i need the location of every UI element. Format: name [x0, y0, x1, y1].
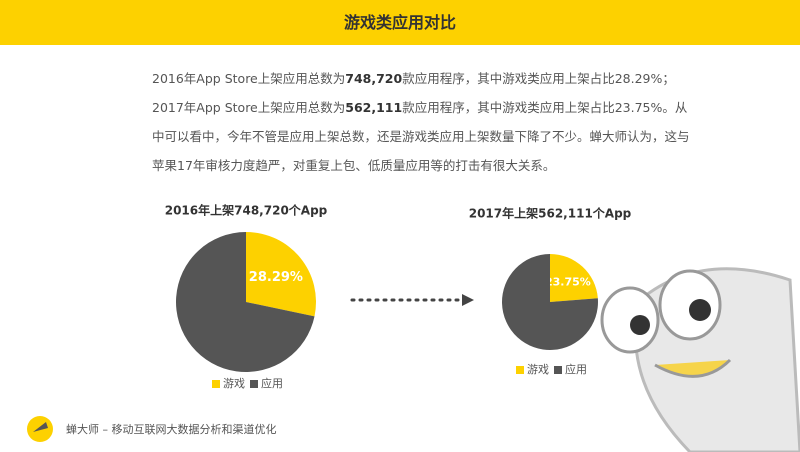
footer-logo [27, 416, 53, 442]
legend-swatch [250, 380, 258, 388]
legend-label: 应用 [261, 376, 283, 390]
pie-slice [175, 232, 315, 372]
value-label: 23.75% [545, 276, 591, 289]
mascot [600, 267, 800, 452]
legend-label: 游戏 [223, 377, 245, 390]
arrow [350, 294, 474, 306]
pie-slice [246, 232, 316, 317]
footer-text: 蝉大师 – 移动互联网大数据分析和渠道优化 [66, 423, 277, 436]
chart-title: 2016年上架748,720个App [165, 203, 328, 218]
legend-swatch [212, 380, 220, 388]
legend-label: 游戏 [527, 363, 549, 376]
chart-title: 2017年上架562,111个App [469, 206, 632, 221]
header-title: 游戏类应用对比 [0, 0, 800, 45]
pie-slice [550, 254, 598, 302]
legend-label: 应用 [565, 362, 587, 376]
paragraph-run: 款应用程序，其中游戏类应用上架占比23.75%。从中可以看中，今年不管是应用上架… [152, 100, 690, 173]
value-label: 28.29% [249, 270, 303, 285]
paragraph-run: 562,111 [345, 100, 403, 115]
paragraph-run: 748,720 [345, 71, 403, 86]
pie-slice [502, 254, 598, 351]
paragraph-run: 2016年App Store上架应用总数为 [152, 71, 346, 86]
paragraph: 2016年App Store上架应用总数为748,720款应用程序，其中游戏类应… [152, 64, 697, 180]
legend-swatch [516, 366, 524, 374]
legend-swatch [554, 366, 562, 374]
paragraph-run: 款应用程序，其中游戏类应用上架占比28.29%；2017年App Store上架… [152, 71, 675, 115]
